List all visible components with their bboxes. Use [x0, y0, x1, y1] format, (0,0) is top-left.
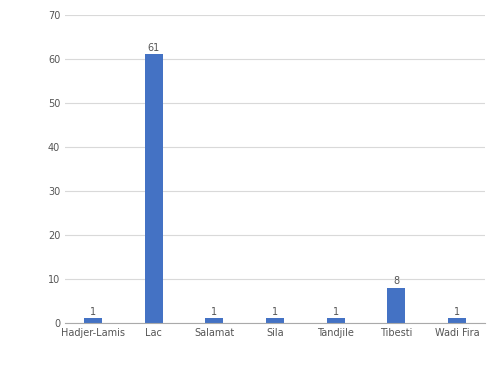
- Bar: [84, 318, 102, 323]
- Text: 1: 1: [212, 306, 218, 316]
- Text: 61: 61: [148, 43, 160, 53]
- Bar: [387, 288, 406, 323]
- Text: 1: 1: [90, 306, 96, 316]
- Text: 1: 1: [454, 306, 460, 316]
- Bar: [144, 55, 163, 323]
- Text: 1: 1: [332, 306, 338, 316]
- Bar: [206, 318, 224, 323]
- Bar: [448, 318, 466, 323]
- Bar: [266, 318, 284, 323]
- Text: 8: 8: [393, 276, 400, 286]
- Text: 1: 1: [272, 306, 278, 316]
- Bar: [326, 318, 344, 323]
